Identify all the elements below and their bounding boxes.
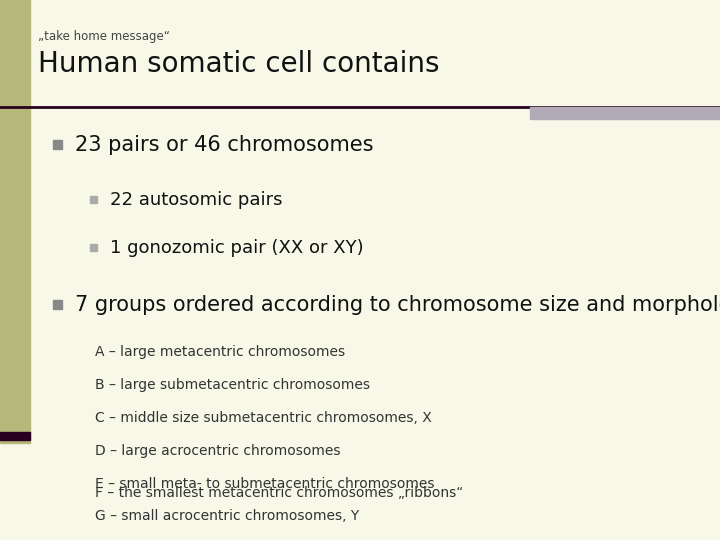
Text: 23 pairs or 46 chromosomes: 23 pairs or 46 chromosomes xyxy=(75,135,374,155)
Bar xyxy=(53,140,62,149)
Text: F – the smallest metacentric chromosomes „ribbons“: F – the smallest metacentric chromosomes… xyxy=(95,486,463,500)
Bar xyxy=(90,244,97,251)
Text: 7 groups ordered according to chromosome size and morphology: 7 groups ordered according to chromosome… xyxy=(75,295,720,315)
Text: C – middle size submetacentric chromosomes, X: C – middle size submetacentric chromosom… xyxy=(95,411,432,425)
Bar xyxy=(90,196,97,203)
Text: 22 autosomic pairs: 22 autosomic pairs xyxy=(110,191,282,209)
Text: Human somatic cell contains: Human somatic cell contains xyxy=(38,50,439,78)
Text: E – small meta- to submetacentric chromosomes: E – small meta- to submetacentric chromo… xyxy=(95,477,434,491)
Bar xyxy=(530,107,720,119)
Text: „take home message“: „take home message“ xyxy=(38,30,170,43)
Text: 1 gonozomic pair (XX or XY): 1 gonozomic pair (XX or XY) xyxy=(110,239,364,257)
Text: D – large acrocentric chromosomes: D – large acrocentric chromosomes xyxy=(95,444,341,458)
Bar xyxy=(53,300,62,309)
Text: B – large submetacentric chromosomes: B – large submetacentric chromosomes xyxy=(95,378,370,392)
Bar xyxy=(0,432,30,440)
Bar xyxy=(0,0,30,443)
Text: G – small acrocentric chromosomes, Y: G – small acrocentric chromosomes, Y xyxy=(95,509,359,523)
Text: A – large metacentric chromosomes: A – large metacentric chromosomes xyxy=(95,345,345,359)
